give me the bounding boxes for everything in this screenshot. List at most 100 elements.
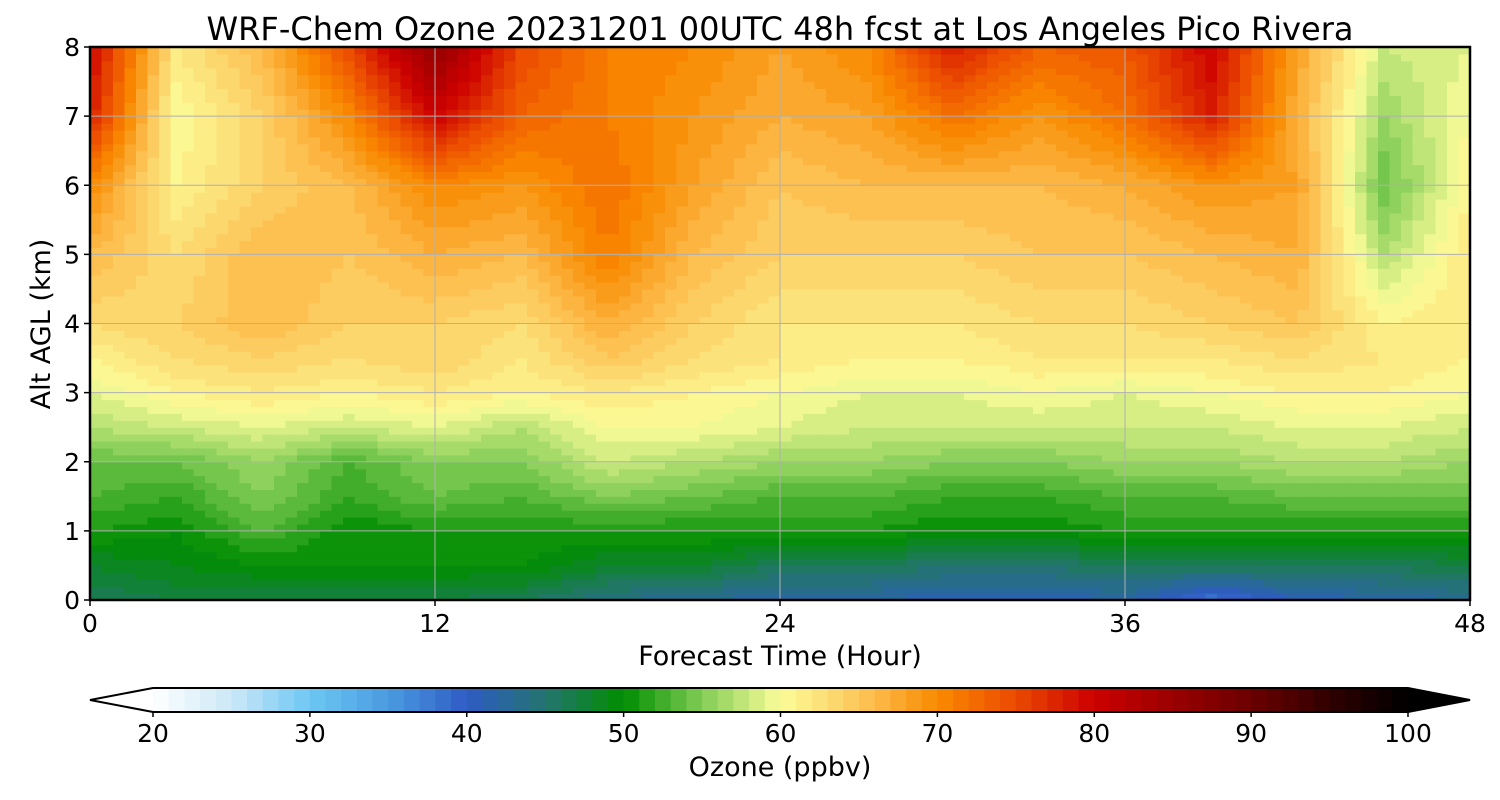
heatmap-cell (803, 309, 816, 318)
heatmap-cell (182, 371, 195, 380)
heatmap-cell (596, 510, 609, 518)
heatmap-cell (998, 434, 1011, 442)
heatmap-cell (1056, 579, 1069, 587)
heatmap-cell (1424, 551, 1437, 560)
heatmap-cell (1056, 371, 1069, 380)
heatmap-cell (688, 503, 701, 511)
heatmap-cell (573, 427, 586, 435)
heatmap-cell (607, 558, 620, 567)
heatmap-cell (1366, 496, 1379, 504)
heatmap-cell (159, 392, 172, 401)
heatmap-cell (1389, 503, 1402, 511)
heatmap-cell (136, 517, 149, 525)
heatmap-cell (113, 454, 126, 463)
heatmap-cell (1309, 530, 1322, 539)
heatmap-cell (791, 530, 804, 539)
heatmap-cell (159, 358, 172, 366)
heatmap-cell (412, 364, 425, 373)
heatmap-cell (1194, 468, 1207, 477)
heatmap-cell (676, 447, 689, 456)
heatmap-cell (136, 441, 149, 449)
heatmap-cell (400, 572, 413, 580)
heatmap-cell (1079, 378, 1092, 387)
heatmap-cell (814, 378, 827, 387)
heatmap-cell (262, 572, 275, 580)
heatmap-cell (596, 530, 609, 539)
heatmap-cell (205, 461, 218, 470)
heatmap-cell (1378, 565, 1391, 573)
heatmap-cell (170, 309, 183, 318)
heatmap-cell (1021, 482, 1034, 490)
heatmap-cell (159, 468, 172, 477)
heatmap-cell (124, 371, 137, 380)
heatmap-cell (837, 475, 850, 484)
heatmap-cell (205, 537, 218, 546)
heatmap-cell (228, 530, 241, 539)
heatmap-cell (1251, 330, 1264, 338)
heatmap-cell (377, 503, 390, 511)
heatmap-cell (435, 510, 448, 518)
heatmap-cell (791, 385, 804, 394)
heatmap-cell (998, 413, 1011, 421)
heatmap-cell (1021, 579, 1034, 587)
heatmap-cell (1159, 572, 1172, 580)
heatmap-cell (1389, 330, 1402, 338)
heatmap-cell (297, 475, 310, 484)
heatmap-cell (964, 579, 977, 587)
heatmap-cell (251, 510, 264, 518)
heatmap-cell (538, 413, 551, 421)
heatmap-cell (561, 551, 574, 560)
heatmap-cell (239, 558, 252, 567)
heatmap-cell (895, 385, 908, 394)
heatmap-cell (1274, 434, 1287, 442)
heatmap-cell (1424, 392, 1437, 401)
heatmap-cell (527, 461, 540, 470)
heatmap-cell (1251, 420, 1264, 428)
heatmap-cell (1378, 517, 1391, 525)
heatmap-cell (941, 399, 954, 408)
heatmap-cell (619, 551, 632, 560)
heatmap-cell (170, 413, 183, 421)
heatmap-cell (826, 517, 839, 525)
heatmap-cell (1274, 316, 1287, 325)
heatmap-cell (688, 371, 701, 380)
heatmap-cell (803, 378, 816, 387)
heatmap-cell (550, 420, 563, 428)
heatmap-cell (1125, 593, 1138, 601)
heatmap-cell (492, 530, 505, 539)
heatmap-cell (251, 558, 264, 567)
heatmap-cell (711, 392, 724, 401)
heatmap-cell (251, 344, 264, 352)
heatmap-cell (883, 434, 896, 442)
heatmap-cell (688, 565, 701, 573)
heatmap-cell (182, 496, 195, 504)
heatmap-cell (1401, 572, 1414, 580)
heatmap-cell (1217, 565, 1230, 573)
heatmap-cell (998, 461, 1011, 470)
heatmap-cell (492, 364, 505, 373)
heatmap-cell (1320, 371, 1333, 380)
heatmap-cell (1447, 482, 1460, 490)
heatmap-cell (584, 461, 597, 470)
heatmap-cell (1389, 586, 1402, 594)
heatmap-cell (1056, 503, 1069, 511)
heatmap-cell (1136, 558, 1149, 567)
heatmap-cell (239, 544, 252, 553)
heatmap-cell (308, 475, 321, 484)
heatmap-cell (1240, 572, 1253, 580)
heatmap-cell (1389, 434, 1402, 442)
heatmap-cell (872, 330, 885, 338)
heatmap-cell (159, 461, 172, 470)
heatmap-cell (918, 489, 931, 497)
heatmap-cell (285, 323, 298, 332)
heatmap-cell (791, 323, 804, 332)
heatmap-cell (527, 447, 540, 456)
heatmap-cell (676, 358, 689, 366)
heatmap-cell (1021, 517, 1034, 525)
heatmap-cell (1171, 447, 1184, 456)
heatmap-cell (1148, 565, 1161, 573)
heatmap-cell (435, 461, 448, 470)
heatmap-cell (1297, 371, 1310, 380)
heatmap-cell (860, 475, 873, 484)
heatmap-cell (895, 489, 908, 497)
